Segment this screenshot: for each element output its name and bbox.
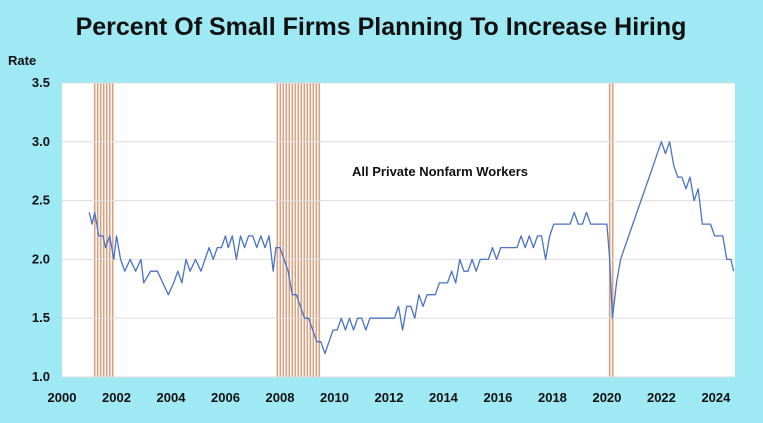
- x-tick-label-2016: 2016: [483, 390, 512, 405]
- x-tick-label-2010: 2010: [320, 390, 349, 405]
- y-tick-label-3.0: 3.0: [32, 134, 50, 149]
- x-tick-label-2012: 2012: [375, 390, 404, 405]
- x-tick-label-2014: 2014: [429, 390, 459, 405]
- x-tick-label-2004: 2004: [157, 390, 187, 405]
- recession-band-2: [608, 83, 614, 377]
- chart-annotation: All Private Nonfarm Workers: [352, 164, 528, 179]
- recession-band-1: [276, 83, 321, 377]
- x-tick-labels: 2000 2002 2004 2006 2008 2010 2012 2014 2016 2018…: [48, 390, 732, 405]
- x-tick-label-2020: 2020: [592, 390, 621, 405]
- x-tick-label-2008: 2008: [266, 390, 295, 405]
- y-tick-label-1.5: 1.5: [32, 310, 50, 325]
- y-tick-label-3.5: 3.5: [32, 75, 50, 90]
- series-line-0: [88, 141, 735, 355]
- x-tick-label-2022: 2022: [647, 390, 676, 405]
- series-line-group: [88, 141, 735, 355]
- x-tick-label-2018: 2018: [538, 390, 567, 405]
- grid-lines: [62, 82, 735, 378]
- y-tick-labels: 1.0 1.5 2.0 2.5 3.0 3.5: [32, 75, 50, 384]
- y-axis-label: Rate: [8, 53, 36, 68]
- x-tick-label-2002: 2002: [102, 390, 131, 405]
- y-tick-label-1.0: 1.0: [32, 369, 50, 384]
- recession-band-0: [93, 83, 114, 377]
- plot-area: [62, 83, 735, 377]
- x-tick-label-2000: 2000: [48, 390, 77, 405]
- y-tick-label-2.0: 2.0: [32, 251, 50, 266]
- x-tick-label-2006: 2006: [211, 390, 240, 405]
- y-tick-label-2.5: 2.5: [32, 193, 50, 208]
- x-tick-label-2024: 2024: [701, 390, 731, 405]
- recession-bands: [93, 83, 614, 377]
- chart-title: Percent Of Small Firms Planning To Incre…: [76, 13, 687, 41]
